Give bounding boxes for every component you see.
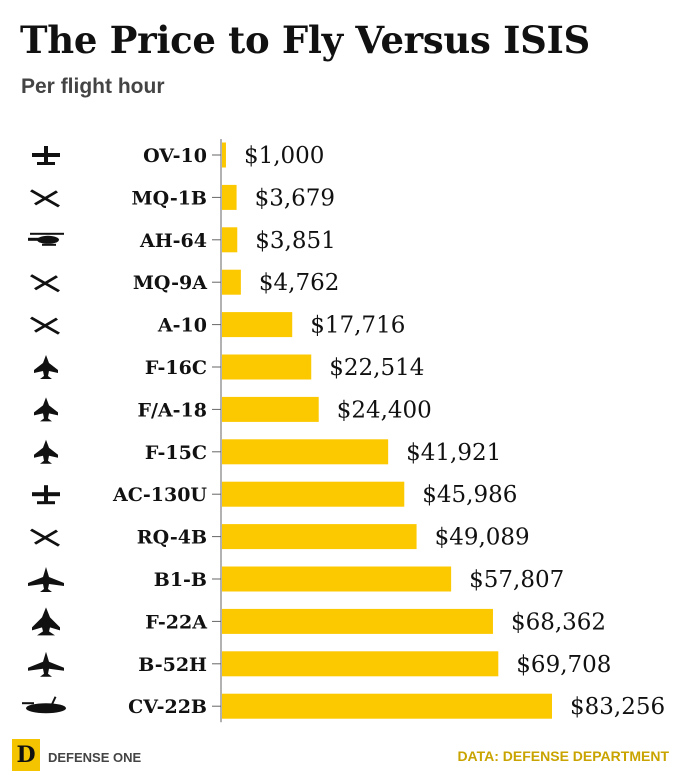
chart-subtitle: Per flight hour <box>21 75 165 98</box>
category-label: A-10 <box>157 315 207 337</box>
bar-chart: OV-10 $1,000 MQ-1B $3,679 AH-64 $3,851 MQ-9A $4… <box>22 139 665 723</box>
category-label: F-15C <box>145 442 207 464</box>
value-label: $57,807 <box>469 567 564 593</box>
value-label: $3,679 <box>255 185 335 211</box>
b52h-bomber-icon <box>28 651 64 677</box>
mq9a-drone-icon <box>30 274 60 293</box>
b1b-bomber-icon <box>28 567 64 592</box>
bar <box>222 481 405 507</box>
cv22b-tiltrotor-icon <box>22 696 66 714</box>
bar <box>222 651 499 677</box>
category-label: CV-22B <box>128 696 207 718</box>
f16c-jet-icon <box>34 355 58 379</box>
value-label: $83,256 <box>570 694 665 720</box>
value-label: $49,089 <box>435 525 530 551</box>
bar <box>222 524 417 550</box>
f22a-jet-icon <box>32 607 60 636</box>
category-label: F-22A <box>145 611 207 633</box>
defense-one-logo: D <box>12 739 40 771</box>
footer-source: DATA: DEFENSE DEPARTMENT <box>457 748 669 764</box>
bar <box>222 354 312 380</box>
rq4b-drone-icon <box>30 528 60 547</box>
chart-title: The Price to Fly Versus ISIS <box>20 18 590 62</box>
a10-jet-icon <box>30 316 60 335</box>
f15c-jet-icon <box>34 439 58 464</box>
value-label: $68,362 <box>511 609 606 635</box>
mq1b-drone-icon <box>30 189 60 208</box>
category-label: AC-130U <box>112 484 207 506</box>
bar <box>222 184 237 210</box>
ac130u-plane-icon <box>32 485 60 505</box>
fa18-jet-icon <box>34 397 58 422</box>
category-label: OV-10 <box>143 145 207 167</box>
category-label: MQ-1B <box>132 187 207 209</box>
ov10-plane-icon <box>32 146 60 165</box>
category-label: MQ-9A <box>133 272 207 294</box>
bar <box>222 396 319 422</box>
value-label: $3,851 <box>255 228 335 254</box>
bar <box>222 439 389 465</box>
category-label: B-52H <box>138 654 207 676</box>
category-label: F-16C <box>145 357 207 379</box>
value-label: $24,400 <box>337 397 432 423</box>
bar <box>222 227 238 253</box>
category-label: F/A-18 <box>138 399 208 421</box>
footer-brand: DEFENSE ONE <box>48 750 142 765</box>
bar <box>222 142 226 168</box>
bar <box>222 693 552 719</box>
bar <box>222 566 452 592</box>
value-label: $22,514 <box>329 355 424 381</box>
value-label: $69,708 <box>516 652 611 678</box>
bar <box>222 312 293 338</box>
category-label: RQ-4B <box>137 527 207 549</box>
value-label: $45,986 <box>422 482 517 508</box>
category-label: B1-B <box>154 569 207 591</box>
ah64-helicopter-icon <box>28 232 64 246</box>
value-label: $4,762 <box>259 270 339 296</box>
value-label: $41,921 <box>406 440 501 466</box>
value-label: $17,716 <box>310 313 405 339</box>
category-label: AH-64 <box>139 230 207 252</box>
bar <box>222 269 241 295</box>
bar <box>222 608 493 634</box>
value-label: $1,000 <box>244 143 324 169</box>
